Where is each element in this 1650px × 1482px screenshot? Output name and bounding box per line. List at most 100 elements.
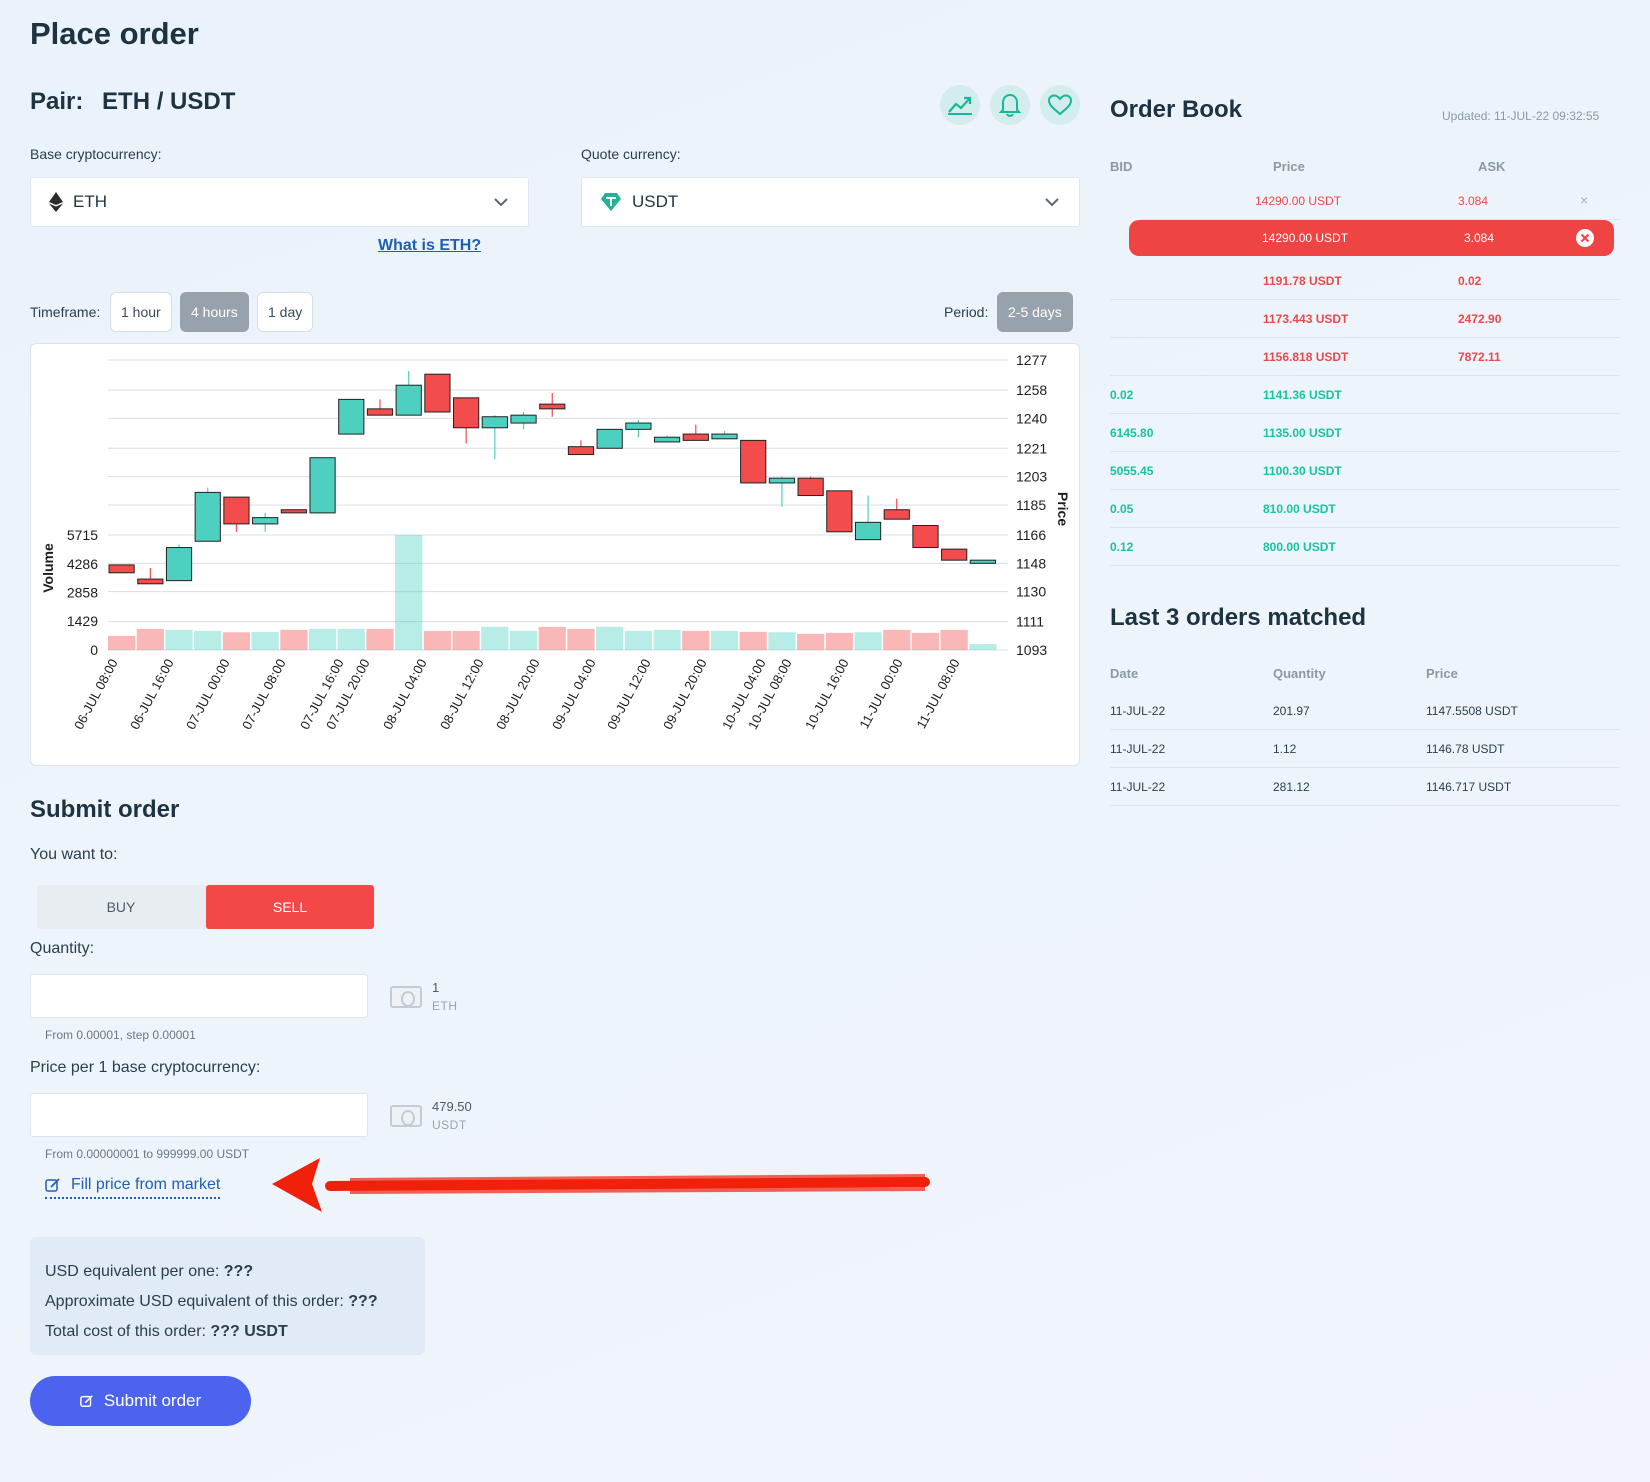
volume-bar [911, 632, 940, 650]
last-orders-header-date: Date [1110, 666, 1139, 681]
chart-button[interactable] [940, 85, 980, 125]
volume-bar [567, 628, 595, 650]
x-tick-label: 11-JUL 08:00 [913, 656, 962, 731]
quote-currency-select[interactable]: USDT [581, 177, 1080, 227]
volume-tick-label: 4286 [67, 556, 98, 572]
timeframe-1-day[interactable]: 1 day [257, 292, 314, 332]
heart-icon [1047, 94, 1073, 116]
price-label: Price per 1 base cryptocurrency: [30, 1059, 261, 1076]
page-title: Place order [30, 16, 199, 51]
quantity-input[interactable] [30, 974, 368, 1018]
volume-bar [251, 631, 279, 650]
order-book-row[interactable]: 14290.00 USDT 3.084 × [1140, 182, 1620, 220]
last-order-date: 11-JUL-22 [1110, 742, 1166, 756]
edit-icon [80, 1395, 93, 1407]
volume-bar [797, 633, 825, 650]
order-book-price: 1135.00 USDT [1263, 426, 1342, 440]
submit-order-button[interactable]: Submit order [30, 1376, 251, 1426]
order-book-bid: 0.12 [1110, 540, 1134, 554]
order-book-header-price: Price [1273, 159, 1305, 174]
volume-bar [136, 628, 164, 650]
candle-body [854, 521, 882, 541]
last-order-quantity: 201.97 [1273, 704, 1310, 718]
price-axis-title: Price [1055, 492, 1071, 526]
volume-bar [825, 632, 853, 650]
x-tick-label: 08-JUL 04:00 [380, 656, 430, 732]
buy-button[interactable]: BUY [106, 899, 136, 915]
last-order-date: 11-JUL-22 [1110, 704, 1166, 718]
candlestick-chart: 1277 1258 1240 1221 1203 1185 1166 1148 1130 1111… [40, 352, 1071, 732]
candle-body [567, 446, 595, 456]
price-side-value: 479.50 [432, 1099, 472, 1114]
period-2-5-days[interactable]: 2-5 days [997, 292, 1073, 332]
x-tick-label: 06-JUL 16:00 [127, 656, 177, 732]
submit-order-title: Submit order [30, 796, 180, 823]
volume-bar [108, 635, 136, 650]
last-orders-title: Last 3 orders matched [1110, 604, 1367, 631]
candle-body [137, 578, 164, 585]
money-icon [390, 1105, 422, 1127]
volume-tick-label: 2858 [67, 584, 98, 600]
x-tick-label: 07-JUL 00:00 [183, 656, 233, 732]
order-book-row[interactable]: 6145.80 1135.00 USDT [1110, 414, 1620, 452]
order-book-price: 1191.78 USDT [1263, 274, 1342, 288]
order-book-row[interactable]: 0.12 800.00 USDT [1110, 528, 1620, 566]
candle-body [510, 414, 537, 424]
order-book-updated: Updated: 11-JUL-22 09:32:55 [1442, 109, 1600, 123]
volume-bar [653, 629, 681, 650]
fill-price-from-market-link[interactable]: Fill price from market [45, 1176, 221, 1199]
bell-icon [998, 93, 1022, 117]
candle-body [108, 564, 135, 574]
last-order-row: 11-JUL-22 201.97 1147.5508 USDT [1110, 692, 1620, 730]
quantity-side-unit: ETH [432, 999, 458, 1013]
x-tick-label: 09-JUL 04:00 [549, 656, 599, 732]
base-currency-select[interactable]: ETH [30, 177, 529, 227]
order-book-price: 14290.00 USDT [1255, 194, 1342, 208]
what-is-eth-link[interactable]: What is ETH? [378, 237, 482, 254]
order-book-row[interactable]: 1173.443 USDT 2472.90 [1110, 300, 1620, 338]
volume-bar [624, 630, 652, 650]
price-tick-label: 1111 [1016, 614, 1044, 630]
timeframe-4-hours[interactable]: 4 hours [180, 292, 249, 332]
last-orders-header-price: Price [1426, 666, 1458, 681]
order-book-row[interactable]: 0.05 810.00 USDT [1110, 490, 1620, 528]
close-circle-icon[interactable] [1576, 229, 1594, 250]
timeframe-1-hour[interactable]: 1 hour [110, 292, 172, 332]
pair-label: Pair: [30, 88, 84, 115]
volume-bar [883, 629, 911, 650]
order-book-row[interactable]: 5055.45 1100.30 USDT [1110, 452, 1620, 490]
candle-body [912, 524, 939, 549]
price-tick-label: 1148 [1016, 555, 1046, 571]
price-tick-label: 1185 [1016, 497, 1046, 513]
candle-body [280, 509, 307, 514]
order-book-row[interactable]: 1191.78 USDT 0.02 [1110, 262, 1620, 300]
total-cost-label: Total cost of this order: [45, 1323, 206, 1340]
volume-bar [222, 632, 251, 650]
last-order-price: 1147.5508 USDT [1426, 704, 1518, 718]
order-book-price: 1173.443 USDT [1263, 312, 1349, 326]
volume-bar [194, 630, 222, 650]
order-book-ask: 3.084 [1458, 194, 1489, 208]
close-icon[interactable]: × [1580, 192, 1589, 208]
order-book-row[interactable]: 0.02 1141.36 USDT [1110, 376, 1620, 414]
last-order-row: 11-JUL-22 281.12 1146.717 USDT [1110, 768, 1620, 806]
last-order-price: 1146.78 USDT [1426, 742, 1505, 756]
price-tick-label: 1240 [1016, 410, 1047, 426]
pair-heading: Pair: ETH / USDT [30, 88, 235, 116]
want-to-label: You want to: [30, 846, 118, 863]
order-book-row[interactable]: 1156.818 USDT 7872.11 [1110, 338, 1620, 376]
order-book-price: 800.00 USDT [1263, 540, 1336, 554]
favorite-button[interactable] [1040, 85, 1080, 125]
buy-sell-toggle: BUY SELL [37, 885, 375, 929]
x-tick-label: 09-JUL 20:00 [660, 656, 710, 732]
order-book-highlight-row[interactable]: 14290.00 USDT 3.084 [1129, 220, 1614, 256]
sell-button[interactable]: SELL [206, 885, 374, 929]
price-chart-card: 1277 1258 1240 1221 1203 1185 1166 1148 1130 1111… [30, 343, 1080, 766]
price-input[interactable] [30, 1093, 368, 1137]
order-book-bid: 5055.45 [1110, 464, 1154, 478]
tether-icon [600, 192, 622, 212]
last-order-price: 1146.717 USDT [1426, 780, 1512, 794]
x-tick-label: 09-JUL 12:00 [604, 656, 654, 732]
alert-button[interactable] [990, 85, 1030, 125]
candle-body [941, 548, 968, 561]
